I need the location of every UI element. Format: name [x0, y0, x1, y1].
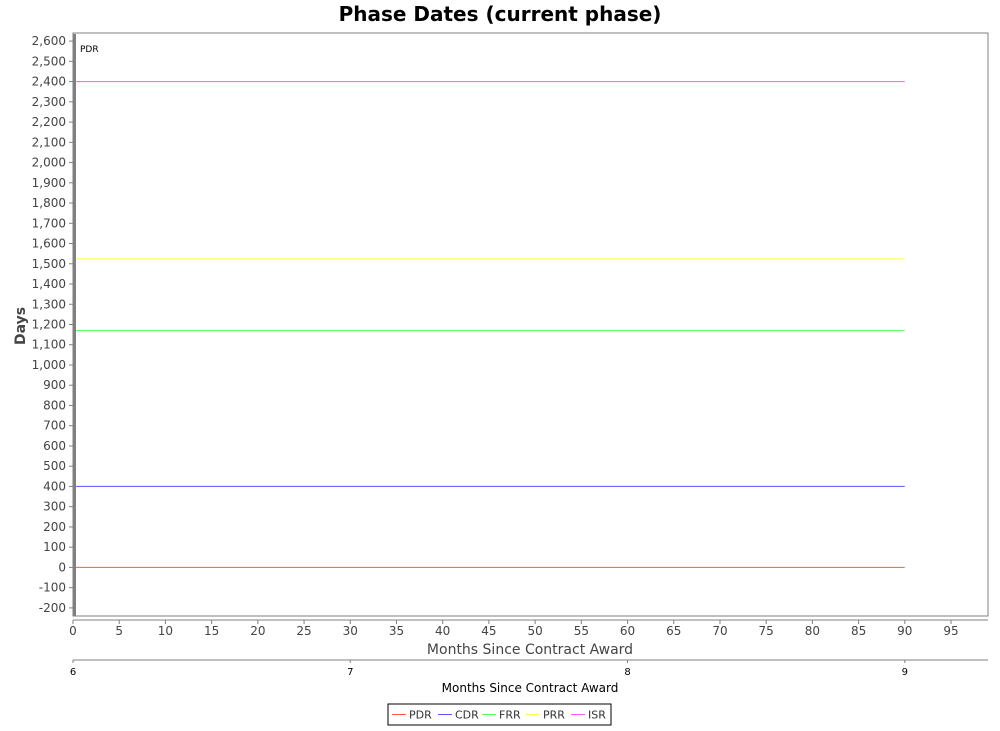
y-tick-label: 600 [43, 439, 66, 453]
domain-marker: PDR [73, 34, 99, 616]
chart-title: Phase Dates (current phase) [339, 2, 662, 26]
y-tick-label: 100 [43, 540, 66, 554]
y-tick-label: 800 [43, 398, 66, 412]
x-tick-label: 0 [69, 624, 77, 638]
legend: PDR CDR FRR PRR ISR [387, 703, 612, 726]
legend-box [387, 703, 612, 726]
series-lines [73, 81, 905, 568]
y-tick-label: 900 [43, 378, 66, 392]
x-tick-label: 5 [115, 624, 123, 638]
y-axis: -200 -100 0 100 200 300 400 500 600 700 800 900 1,00… [32, 33, 74, 616]
legend-label-cdr: CDR [455, 709, 479, 722]
y-tick-label: 200 [43, 520, 66, 534]
y-tick-label: 2,200 [32, 115, 66, 129]
x-tick-label: 95 [943, 624, 958, 638]
y-tick-label: 1,500 [32, 257, 66, 271]
x-axis: 0 5 10 15 20 25 30 35 40 45 50 55 60 65 70 75 80 85 90 95 [69, 619, 988, 638]
y-tick-label: 2,400 [32, 75, 66, 89]
y-tick-label: 1,300 [32, 297, 66, 311]
x-tick-label: 65 [666, 624, 681, 638]
y-tick-label: 1,400 [32, 277, 66, 291]
y-tick-label: -100 [39, 581, 66, 595]
x-tick-label: 80 [805, 624, 820, 638]
x-axis-label: Months Since Contract Award [427, 642, 633, 658]
marker-label: PDR [80, 45, 99, 55]
legend-label-frr: FRR [499, 709, 521, 722]
secondary-tick-label: 9 [902, 667, 908, 678]
secondary-tick-label: 7 [347, 667, 353, 678]
x-tick-label: 75 [759, 624, 774, 638]
y-tick-label: 2,600 [32, 34, 66, 48]
x-tick-label: 30 [343, 624, 358, 638]
y-tick-label: 1,600 [32, 237, 66, 251]
y-tick-label: 300 [43, 500, 66, 514]
secondary-axis: 6 7 8 9 [70, 659, 988, 678]
x-tick-label: 45 [481, 624, 496, 638]
x-tick-label: 70 [712, 624, 727, 638]
y-tick-label: 1,200 [32, 318, 66, 332]
marker-band [73, 34, 76, 616]
y-tick-label: 1,100 [32, 338, 66, 352]
y-tick-label: 500 [43, 459, 66, 473]
y-tick-label: 1,800 [32, 196, 66, 210]
legend-label-pdr: PDR [409, 709, 432, 722]
x-tick-label: 50 [527, 624, 542, 638]
x-tick-label: 55 [574, 624, 589, 638]
x-tick-label: 15 [204, 624, 219, 638]
secondary-axis-label: Months Since Contract Award [442, 681, 619, 695]
x-tick-label: 35 [389, 624, 404, 638]
y-tick-label: 2,500 [32, 54, 66, 68]
y-tick-label: 1,000 [32, 358, 66, 372]
y-tick-label: 1,900 [32, 176, 66, 190]
plot-area [72, 32, 989, 617]
x-tick-label: 85 [851, 624, 866, 638]
legend-label-prr: PRR [543, 709, 565, 722]
secondary-tick-label: 6 [70, 667, 76, 678]
y-tick-label: 2,300 [32, 95, 66, 109]
x-tick-label: 10 [158, 624, 173, 638]
y-tick-label: 400 [43, 479, 66, 493]
x-tick-label: 60 [620, 624, 635, 638]
x-tick-label: 40 [435, 624, 450, 638]
x-tick-label: 25 [296, 624, 311, 638]
secondary-tick-label: 8 [624, 667, 630, 678]
y-tick-label: -200 [39, 601, 66, 615]
y-tick-label: 0 [58, 560, 66, 574]
y-tick-label: 2,000 [32, 156, 66, 170]
y-axis-label: Days [13, 307, 29, 345]
x-tick-label: 90 [897, 624, 912, 638]
x-tick-label: 20 [250, 624, 265, 638]
y-tick-label: 700 [43, 419, 66, 433]
legend-label-isr: ISR [588, 709, 606, 722]
y-tick-label: 1,700 [32, 216, 66, 230]
y-tick-label: 2,100 [32, 135, 66, 149]
